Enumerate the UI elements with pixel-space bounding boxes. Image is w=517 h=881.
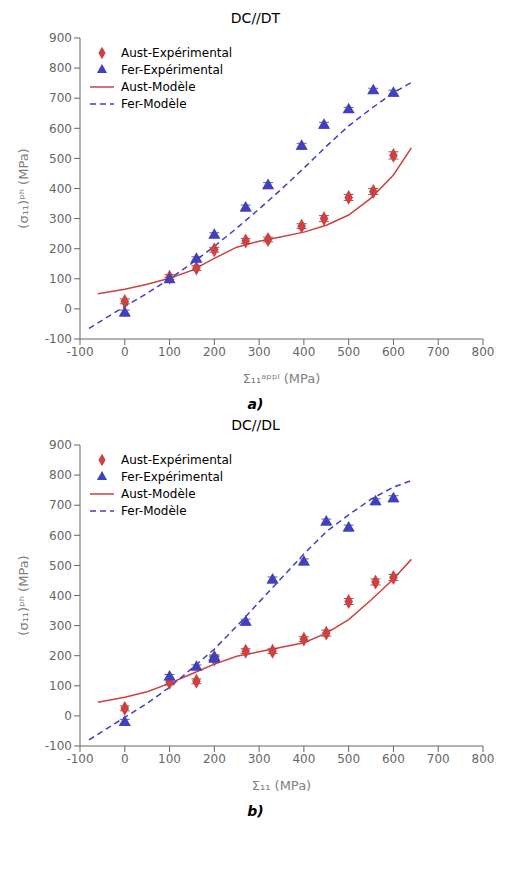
svg-text:800: 800 bbox=[472, 345, 495, 359]
html-text:DC//DL: DC//DL bbox=[231, 417, 280, 433]
svg-text:800: 800 bbox=[472, 752, 495, 766]
html-text:Fer-Expérimental: Fer-Expérimental bbox=[121, 469, 224, 484]
svg-text:800: 800 bbox=[49, 468, 72, 482]
svg-text:700: 700 bbox=[427, 345, 450, 359]
svg-text:300: 300 bbox=[248, 345, 271, 359]
svg-text:0: 0 bbox=[121, 345, 129, 359]
svg-text:0: 0 bbox=[121, 752, 129, 766]
svg-text:700: 700 bbox=[49, 91, 72, 105]
svg-text:300: 300 bbox=[49, 619, 72, 633]
svg-text:400: 400 bbox=[49, 589, 72, 603]
svg-text:-100: -100 bbox=[45, 332, 72, 346]
html-text:Fer-Expérimental: Fer-Expérimental bbox=[121, 62, 224, 77]
svg-text:600: 600 bbox=[49, 122, 72, 136]
html-text:Aust-Modèle: Aust-Modèle bbox=[121, 79, 196, 94]
svg-text:100: 100 bbox=[158, 345, 181, 359]
svg-text:500: 500 bbox=[337, 345, 360, 359]
svg-text:500: 500 bbox=[49, 559, 72, 573]
svg-text:Σ₁₁ᵃᵖᵖˡ (MPa): Σ₁₁ᵃᵖᵖˡ (MPa) bbox=[243, 371, 321, 386]
svg-text:500: 500 bbox=[49, 152, 72, 166]
svg-text:200: 200 bbox=[203, 752, 226, 766]
html-text:DC//DT: DC//DT bbox=[230, 10, 281, 26]
svg-text:500: 500 bbox=[337, 752, 360, 766]
svg-text:900: 900 bbox=[49, 31, 72, 45]
svg-text:0: 0 bbox=[64, 709, 72, 723]
svg-text:-100: -100 bbox=[45, 739, 72, 753]
svg-text:(σ₁₁)ᵖʰ (MPa): (σ₁₁)ᵖʰ (MPa) bbox=[16, 555, 31, 635]
svg-text:400: 400 bbox=[292, 752, 315, 766]
svg-text:-100: -100 bbox=[66, 345, 93, 359]
svg-text:400: 400 bbox=[49, 182, 72, 196]
svg-text:200: 200 bbox=[49, 649, 72, 663]
svg-text:300: 300 bbox=[49, 212, 72, 226]
svg-text:400: 400 bbox=[292, 345, 315, 359]
svg-text:200: 200 bbox=[49, 242, 72, 256]
html-text:Fer-Modèle: Fer-Modèle bbox=[121, 96, 187, 111]
svg-text:0: 0 bbox=[64, 302, 72, 316]
html-text:Aust-Expérimental: Aust-Expérimental bbox=[121, 452, 233, 467]
svg-text:300: 300 bbox=[248, 752, 271, 766]
html-text:Aust-Expérimental: Aust-Expérimental bbox=[121, 45, 233, 60]
svg-text:600: 600 bbox=[382, 752, 405, 766]
svg-text:100: 100 bbox=[49, 272, 72, 286]
svg-text:900: 900 bbox=[49, 438, 72, 452]
html-text:b): b) bbox=[247, 803, 264, 819]
svg-text:600: 600 bbox=[382, 345, 405, 359]
html-text:a): a) bbox=[247, 396, 264, 412]
html-text:Fer-Modèle: Fer-Modèle bbox=[121, 503, 187, 518]
svg-text:(σ₁₁)ᵖʰ (MPa): (σ₁₁)ᵖʰ (MPa) bbox=[16, 148, 31, 228]
svg-text:700: 700 bbox=[49, 498, 72, 512]
svg-text:700: 700 bbox=[427, 752, 450, 766]
svg-text:100: 100 bbox=[49, 679, 72, 693]
svg-text:100: 100 bbox=[158, 752, 181, 766]
svg-text:-100: -100 bbox=[66, 752, 93, 766]
svg-text:800: 800 bbox=[49, 61, 72, 75]
svg-text:600: 600 bbox=[49, 529, 72, 543]
svg-text:200: 200 bbox=[203, 345, 226, 359]
svg-text:Σ₁₁ (MPa): Σ₁₁ (MPa) bbox=[252, 778, 311, 793]
html-text:Aust-Modèle: Aust-Modèle bbox=[121, 486, 196, 501]
